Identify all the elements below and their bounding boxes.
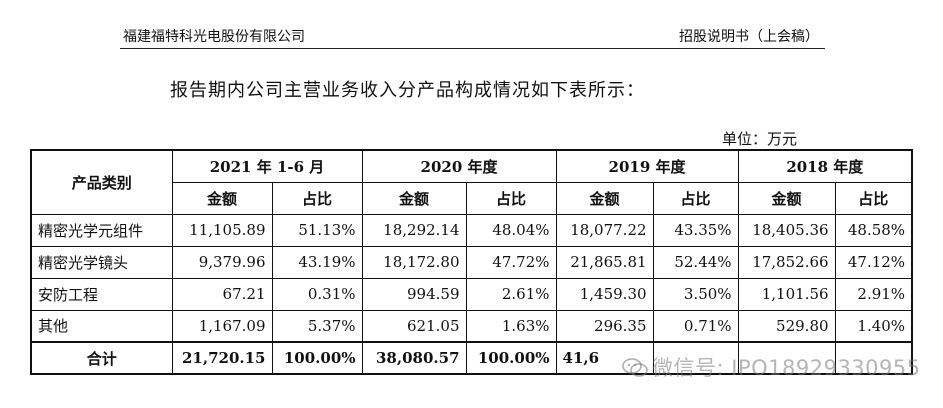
table-header-row: 产品类别 2021 年 1-6 月 2020 年度 2019 年度 2018 年… (30, 149, 913, 215)
revenue-table: 产品类别 2021 年 1-6 月 2020 年度 2019 年度 2018 年… (30, 149, 914, 375)
ratio-cell: 100.00% (271, 341, 363, 375)
ratio-cell: 2.61% (465, 277, 557, 311)
amount-cell: 41,6 (555, 341, 654, 375)
amount-cell: 18,077.22 (555, 213, 654, 247)
table-row: 其他 1,167.09 5.37% 621.05 1.63% 296.35 0.… (30, 309, 913, 343)
period-header: 2021 年 1-6 月 (171, 149, 363, 183)
amount-cell: 21,720.15 (171, 341, 273, 375)
amount-cell: 17,852.66 (737, 245, 836, 279)
ratio-cell: 51.13% (271, 213, 363, 247)
amount-header: 金额 (737, 181, 836, 215)
amount-cell: 296.35 (555, 309, 654, 343)
period-header: 2020 年度 (361, 149, 557, 183)
amount-header: 金额 (361, 181, 467, 215)
amount-cell: 1,101.56 (737, 277, 836, 311)
ratio-cell (834, 341, 913, 375)
period-header: 2019 年度 (555, 149, 739, 183)
table-row: 精密光学元组件 11,105.89 51.13% 18,292.14 48.04… (30, 213, 913, 247)
amount-header: 金额 (555, 181, 654, 215)
total-label: 合计 (30, 341, 173, 375)
amount-cell (737, 341, 836, 375)
category-header: 产品类别 (30, 149, 173, 215)
amount-cell: 1,459.30 (555, 277, 654, 311)
ratio-cell: 47.72% (465, 245, 557, 279)
ratio-cell: 43.19% (271, 245, 363, 279)
row-category: 安防工程 (30, 277, 173, 311)
amount-header: 金额 (171, 181, 273, 215)
ratio-header: 占比 (652, 181, 739, 215)
amount-cell: 67.21 (171, 277, 273, 311)
ratio-cell: 1.40% (834, 309, 913, 343)
watermark-text: 微信号: IPO18929330955 (652, 356, 921, 380)
ratio-cell: 0.71% (652, 309, 739, 343)
ratio-header: 占比 (271, 181, 363, 215)
ratio-cell: 2.91% (834, 277, 913, 311)
amount-cell: 994.59 (361, 277, 467, 311)
ratio-cell: 48.04% (465, 213, 557, 247)
ratio-header: 占比 (465, 181, 557, 215)
amount-cell: 21,865.81 (555, 245, 654, 279)
ratio-cell: 48.58% (834, 213, 913, 247)
ratio-cell: 1.63% (465, 309, 557, 343)
ratio-cell: 5.37% (271, 309, 363, 343)
document-title: 招股说明书（上会稿） (679, 29, 819, 45)
ratio-cell: 52.44% (652, 245, 739, 279)
ratio-cell: 100.00% (465, 341, 557, 375)
period-header: 2018 年度 (737, 149, 913, 183)
ratio-cell: 0.31% (271, 277, 363, 311)
intro-paragraph: 报告期内公司主营业务收入分产品构成情况如下表所示： (170, 80, 645, 101)
amount-cell: 18,172.80 (361, 245, 467, 279)
ratio-cell: 47.12% (834, 245, 913, 279)
amount-cell: 1,167.09 (171, 309, 273, 343)
wechat-icon (622, 358, 648, 377)
row-category: 其他 (30, 309, 173, 343)
amount-cell: 18,405.36 (737, 213, 836, 247)
amount-cell: 38,080.57 (361, 341, 467, 375)
total-row: 合计 21,720.15 100.00% 38,080.57 100.00% 4… (30, 341, 913, 375)
company-name: 福建福特科光电股份有限公司 (123, 29, 305, 45)
row-category: 精密光学镜头 (30, 245, 173, 279)
header-divider (120, 48, 825, 49)
amount-cell: 9,379.96 (171, 245, 273, 279)
row-category: 精密光学元组件 (30, 213, 173, 247)
table-row: 精密光学镜头 9,379.96 43.19% 18,172.80 47.72% … (30, 245, 913, 279)
amount-cell: 621.05 (361, 309, 467, 343)
table-row: 安防工程 67.21 0.31% 994.59 2.61% 1,459.30 3… (30, 277, 913, 311)
table-subheader-row: 金额 占比 金额 占比 金额 占比 金额 占比 (31, 181, 913, 215)
ratio-cell: 43.35% (652, 213, 739, 247)
ratio-cell: 3.50% (652, 277, 739, 311)
ratio-header: 占比 (834, 181, 913, 215)
wechat-watermark: 微信号: IPO18929330955 (622, 352, 921, 382)
ratio-cell (652, 341, 739, 375)
amount-cell: 529.80 (737, 309, 836, 343)
amount-cell: 18,292.14 (361, 213, 467, 247)
unit-label: 单位：万元 (722, 130, 798, 148)
amount-cell: 11,105.89 (171, 213, 273, 247)
